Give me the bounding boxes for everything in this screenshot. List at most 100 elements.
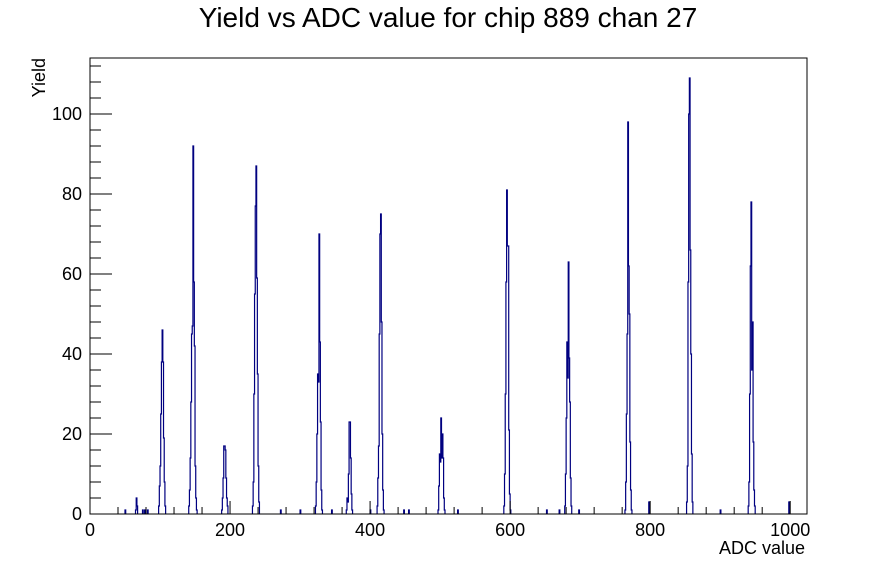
histogram-bin [442,434,443,514]
histogram-bin [507,190,508,514]
histogram-bin [442,458,443,514]
y-tick-label: 20 [62,424,82,444]
histogram-bin [559,510,560,514]
chart-title: Yield vs ADC value for chip 889 chan 27 [198,2,698,33]
histogram-bin [192,326,193,514]
histogram-bin [255,206,256,514]
histogram-bin [318,382,319,514]
histogram-bin [627,334,628,514]
histogram-bin [404,510,405,514]
histogram-bins [125,78,789,514]
histogram-bin [444,498,445,514]
histogram-bin [547,510,548,514]
histogram-bin [254,394,255,514]
histogram-bin [319,234,320,514]
x-tick-label: 800 [635,520,665,540]
histogram-bin [352,510,353,514]
histogram-bin [692,502,693,514]
histogram-bin [258,466,259,514]
histogram-bin [505,394,506,514]
histogram-bin [222,498,223,514]
histogram-bin [159,506,160,514]
histogram-bin [145,510,146,514]
x-tick-label: 600 [495,520,525,540]
histogram-bin [191,402,192,514]
histogram-bin [409,510,410,514]
histogram-bin [347,498,348,514]
histogram-bin [381,322,382,514]
y-tick-label: 40 [62,344,82,364]
histogram-bin [280,510,281,514]
histogram-bin [147,510,148,514]
histogram-bin [625,510,626,514]
x-tick-label: 0 [85,520,95,540]
histogram-bin [628,266,629,514]
histogram-bin [348,474,349,514]
histogram-bin [136,498,137,514]
histogram-bin [579,510,580,514]
histogram-bin [224,446,225,514]
histogram-bin [253,482,254,514]
histogram-bin [443,458,444,514]
x-tick-label: 200 [215,520,245,540]
histogram-bin [751,202,752,514]
histogram-bin [159,486,160,514]
histogram-bin [332,510,333,514]
histogram-bin [162,330,163,514]
histogram-bin [194,282,195,514]
histogram-bin [348,502,349,514]
histogram-bin [629,314,630,514]
histogram-bin [160,466,161,514]
histogram-bin [189,490,190,514]
y-axis-title: Yield [29,58,49,97]
histogram-bin [504,506,505,514]
histogram-bin [569,358,570,514]
histogram-bin [444,510,445,514]
histogram-bin [224,446,225,514]
histogram-bin [628,122,629,514]
histogram-bin [507,246,508,514]
histogram-bin [189,506,190,514]
histogram-bin [749,482,750,514]
histogram-bin [259,502,260,514]
histogram-bin [687,466,688,514]
histogram-bin [439,454,440,514]
histogram-bin [509,430,510,514]
histogram-bin [570,402,571,514]
y-tick-label: 0 [72,504,82,524]
histogram-bin [257,374,258,514]
histogram-bin [571,506,572,514]
histogram-bin [570,478,571,514]
histogram-bin [194,346,195,514]
histogram-bin [316,482,317,514]
histogram-bin [566,418,567,514]
histogram-bin [350,422,351,514]
histogram-bin [689,114,690,514]
histogram-bin [438,510,439,514]
histogram-bin [567,342,568,514]
histogram-bin [320,422,321,514]
histogram-bin [568,378,569,514]
histogram-bin [750,394,751,514]
x-tick-label: 1000 [770,520,810,540]
histogram-bin [752,322,753,514]
histogram-bin [690,250,691,514]
y-tick-label: 100 [52,104,82,124]
histogram-bin [256,166,257,514]
histogram-bin [257,278,258,514]
histogram-bin [649,502,650,514]
histogram-bin [565,506,566,514]
histogram-bin [441,418,442,514]
x-tick-label: 400 [355,520,385,540]
histogram-bin [458,510,459,514]
histogram-bin [506,282,507,514]
histogram-bin [754,490,755,514]
histogram-bin [192,334,193,514]
histogram-bin [631,510,632,514]
histogram-bin [631,490,632,514]
histogram-bin [351,494,352,514]
histogram-bin [382,434,383,514]
histogram-bin [226,478,227,514]
histogram-bin [223,478,224,514]
